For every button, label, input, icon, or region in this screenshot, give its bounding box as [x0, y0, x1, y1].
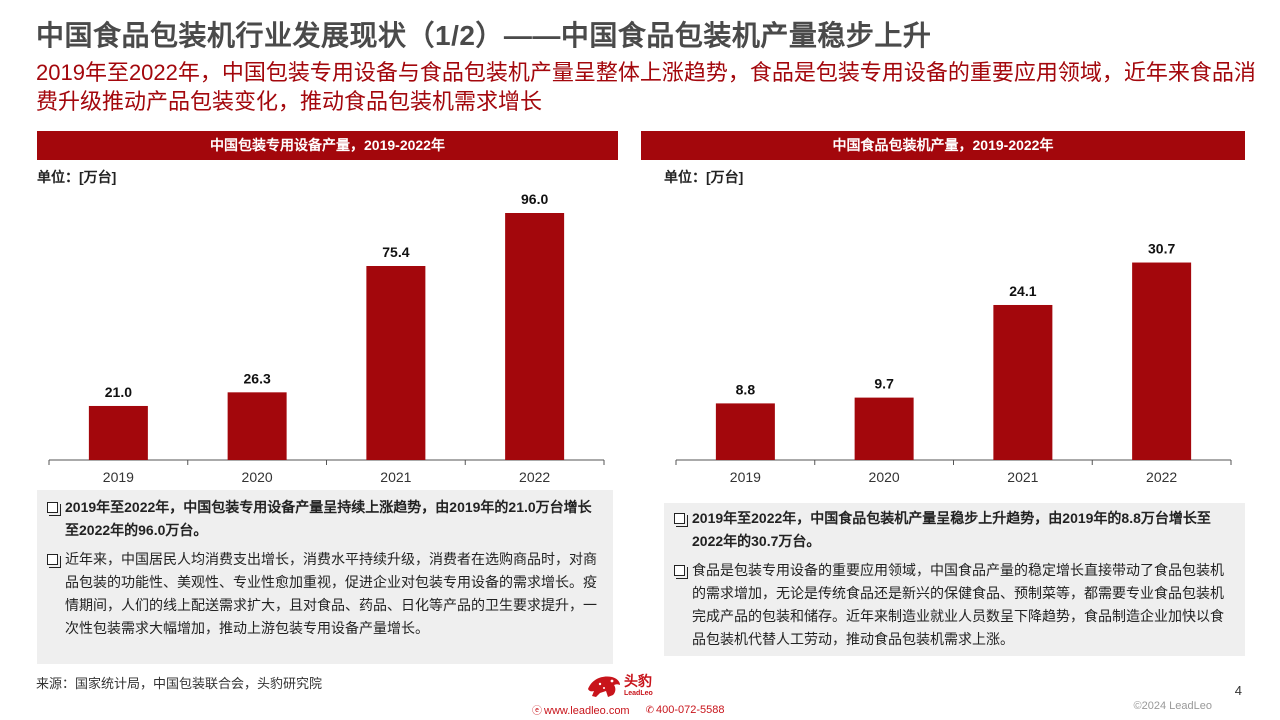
- bar-2020: [854, 397, 914, 460]
- page-title: 中国食品包装机行业发展现状（1/2）——中国食品包装机产量稳步上升: [36, 20, 932, 51]
- data-label-2020: 26.3: [244, 370, 271, 386]
- logo-chinese-text: 头豹: [624, 672, 652, 689]
- left-chart-heading: 中国包装专用设备产量，2019-2022年: [37, 131, 618, 160]
- website-link[interactable]: ⓔ www.leadleo.com: [532, 702, 630, 717]
- checkbox-bullet-icon: [47, 502, 61, 516]
- right-note-1: 2019年至2022年，中国食品包装机产量呈稳步上升趋势，由2019年的8.8万…: [672, 507, 1237, 553]
- right-chart-unit: 单位：[万台]: [664, 169, 744, 185]
- phone-number: ✆ 400-072-5588: [645, 703, 725, 716]
- right-note-2: 食品是包装专用设备的重要应用领域，中国食品产量的稳定增长直接带动了食品包装机的需…: [672, 559, 1237, 651]
- x-tick-label-2021: 2021: [380, 469, 411, 485]
- checkbox-bullet-icon: [47, 554, 61, 568]
- checkbox-bullet-icon: [674, 565, 688, 579]
- checkbox-bullet-icon: [674, 513, 688, 527]
- bar-2022: [505, 213, 565, 460]
- right-bar-chart: 8.8 2019 9.7 2020 24.1 2021 30.7 2022: [664, 185, 1244, 485]
- left-note-1: 2019年至2022年，中国包装专用设备产量呈持续上涨趋势，由2019年的21.…: [45, 496, 605, 542]
- x-tick-label-2022: 2022: [519, 469, 550, 485]
- data-label-2019: 8.8: [736, 381, 756, 397]
- page-subtitle: 2019年至2022年，中国包装专用设备与食品包装机产量呈整体上涨趋势，食品是包…: [36, 60, 1256, 114]
- data-label-2020: 9.7: [874, 376, 894, 392]
- data-label-2019: 21.0: [105, 384, 132, 400]
- x-tick-label-2019: 2019: [730, 469, 761, 485]
- x-tick-label-2021: 2021: [1007, 469, 1038, 485]
- bar-2019: [715, 403, 775, 460]
- data-label-2022: 96.0: [521, 191, 548, 207]
- bar-2020: [227, 392, 287, 460]
- right-chart-heading: 中国食品包装机产量，2019-2022年: [641, 131, 1245, 160]
- left-bar-chart: 21.0 2019 26.3 2020 75.4 2021 96.0 2022: [37, 185, 617, 485]
- logo-english-text: LeadLeo: [624, 689, 653, 697]
- globe-icon: ⓔ: [532, 706, 542, 717]
- bar-2022: [1132, 262, 1192, 460]
- left-notes-box: 2019年至2022年，中国包装专用设备产量呈持续上涨趋势，由2019年的21.…: [37, 490, 613, 664]
- source-note: 来源：国家统计局，中国包装联合会，头豹研究院: [36, 676, 323, 691]
- footer-contact: ⓔ www.leadleo.com ✆ 400-072-5588: [532, 702, 725, 718]
- phone-icon: ✆: [645, 704, 654, 716]
- x-tick-label-2020: 2020: [869, 469, 900, 485]
- leopard-logo-icon: [588, 676, 620, 697]
- data-label-2021: 24.1: [1009, 283, 1036, 299]
- copyright-text: ©2024 LeadLeo: [1133, 700, 1212, 712]
- data-label-2022: 30.7: [1148, 241, 1175, 257]
- x-tick-label-2020: 2020: [242, 469, 273, 485]
- right-notes-box: 2019年至2022年，中国食品包装机产量呈稳步上升趋势，由2019年的8.8万…: [664, 503, 1245, 656]
- left-chart-unit: 单位：[万台]: [37, 169, 117, 185]
- leadleo-logo: 头豹 LeadLeo: [586, 670, 653, 700]
- x-tick-label-2022: 2022: [1146, 469, 1177, 485]
- bar-2021: [993, 304, 1053, 460]
- bar-2019: [88, 405, 148, 460]
- left-note-2: 近年来，中国居民人均消费支出增长，消费水平持续升级，消费者在选购商品时，对商品包…: [45, 548, 605, 640]
- page-number: 4: [1234, 683, 1242, 698]
- bar-2021: [366, 266, 426, 460]
- data-label-2021: 75.4: [382, 244, 409, 260]
- x-tick-label-2019: 2019: [103, 469, 134, 485]
